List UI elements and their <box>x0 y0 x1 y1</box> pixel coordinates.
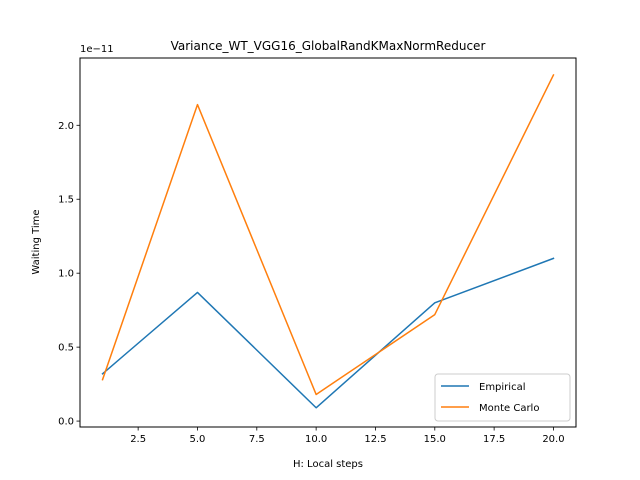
x-axis-ticks: 2.5 5.0 7.5 10.0 12.5 15.0 17.5 20.0 <box>130 427 565 445</box>
y-offset-label: 1e−11 <box>80 44 114 55</box>
x-tick-label: 2.5 <box>130 434 146 445</box>
legend: Empirical Monte Carlo <box>434 373 571 422</box>
x-tick-label: 12.5 <box>364 434 386 445</box>
series-line-monte-carlo <box>101 74 555 396</box>
y-tick-label: 0.5 <box>58 343 74 354</box>
y-tick-label: 2.0 <box>58 121 74 132</box>
y-tick-label: 1.5 <box>58 195 74 206</box>
series-line-empirical <box>101 257 555 409</box>
y-tick-label: 1.0 <box>58 269 74 280</box>
plot-background <box>80 58 576 427</box>
plot-frame <box>79 57 577 428</box>
x-tick-label: 10.0 <box>305 434 327 445</box>
x-tick-label: 15.0 <box>424 434 446 445</box>
x-axis-label: H: Local steps <box>293 459 363 470</box>
legend-label-monte-carlo: Monte Carlo <box>479 403 539 414</box>
y-tick-label: 0.0 <box>58 417 74 428</box>
x-tick-label: 7.5 <box>249 434 265 445</box>
x-tick-label: 20.0 <box>542 434 564 445</box>
x-tick-label: 17.5 <box>483 434 505 445</box>
y-axis-label: Waiting Time <box>31 209 42 274</box>
series-layer <box>101 74 555 409</box>
legend-label-empirical: Empirical <box>479 382 525 393</box>
chart-title: Variance_WT_VGG16_GlobalRandKMaxNormRedu… <box>171 39 486 53</box>
y-axis-ticks: 0.0 0.5 1.0 1.5 2.0 <box>58 121 80 428</box>
x-tick-label: 5.0 <box>190 434 206 445</box>
